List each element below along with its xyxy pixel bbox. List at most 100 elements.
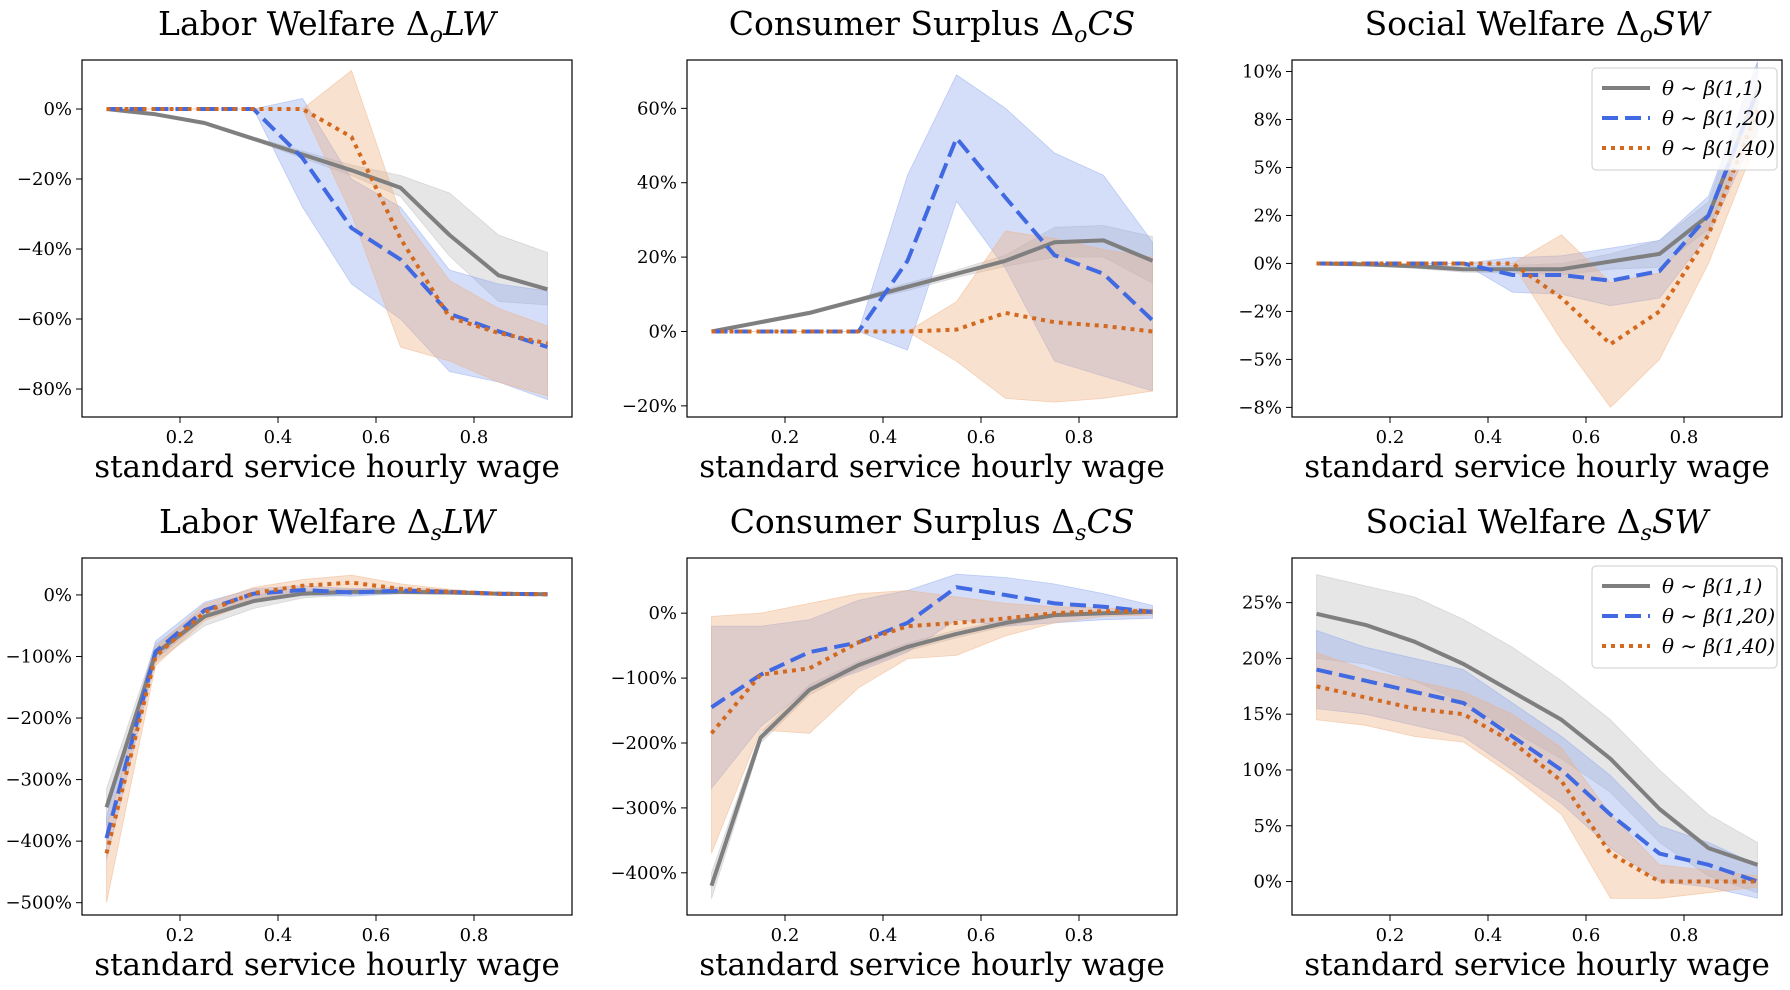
line-series-2: [711, 310, 1153, 334]
x-tick-label: 0.8: [1065, 925, 1094, 946]
chart-title-main: Labor Welfare Δ: [158, 4, 430, 43]
y-tick-label: −2%: [1238, 301, 1282, 322]
x-tick-label: 0.6: [362, 925, 391, 946]
x-tick-label: 0.2: [166, 925, 195, 946]
y-tick-label: 40%: [637, 173, 677, 194]
x-tick-label: 0.2: [1376, 925, 1405, 946]
legend-label-0: θ ∼ β(1,1): [1662, 574, 1763, 598]
x-tick-label: 0.4: [869, 427, 898, 448]
axes-frame: [81, 557, 573, 916]
chart-title-sub: o: [1074, 23, 1087, 48]
chart-title-tail: LW: [441, 502, 498, 541]
legend-box: [1591, 67, 1778, 171]
chart-title-main: Labor Welfare Δ: [159, 502, 431, 541]
line-series-1: [710, 585, 1153, 709]
y-tick-label: 60%: [637, 98, 677, 119]
chart-title: Social Welfare ΔoSW: [1365, 4, 1713, 48]
legend-label-1: θ ∼ β(1,20): [1662, 604, 1775, 628]
plot-area: [106, 69, 549, 401]
x-tick-label: 0.8: [1670, 427, 1699, 448]
chart-title: Social Welfare ΔsSW: [1366, 502, 1712, 546]
y-tick-label: 0%: [43, 585, 72, 606]
chart-title-tail: LW: [442, 4, 499, 43]
line-series-0: [709, 609, 1153, 887]
legend-label-1: θ ∼ β(1,20): [1662, 106, 1775, 130]
y-tick-label: 25%: [1242, 593, 1282, 614]
chart-title-tail: SW: [1652, 502, 1712, 541]
chart-title-sub: s: [431, 521, 442, 546]
x-tick-label: 0.2: [771, 925, 800, 946]
x-tick-label: 0.4: [869, 925, 898, 946]
y-tick-label: −100%: [610, 668, 677, 689]
y-tick-label: −500%: [5, 893, 72, 914]
x-axis-label: standard service hourly wage: [699, 947, 1165, 983]
chart-title-sub: s: [1641, 521, 1652, 546]
y-tick-label: −5%: [1238, 349, 1282, 370]
chart-panel-4: Consumer Surplus ΔsCS 0.2 0.4 0.6 0.8 −400% −3…: [610, 502, 1178, 983]
x-tick-label: 0.6: [362, 427, 391, 448]
x-axis-label: standard service hourly wage: [94, 947, 560, 983]
chart-title-tail: SW: [1653, 4, 1713, 43]
y-tick-label: 0%: [43, 99, 72, 120]
x-axis-label: standard service hourly wage: [699, 449, 1165, 485]
axes-frame: [1291, 557, 1783, 916]
x-tick-label: 0.4: [1474, 925, 1503, 946]
y-tick-label: −20%: [622, 396, 677, 417]
line-series-0: [711, 238, 1154, 334]
y-tick-label: −20%: [17, 169, 72, 190]
chart-title-sub: o: [1640, 23, 1653, 48]
x-tick-label: 0.2: [771, 427, 800, 448]
y-tick-label: 2%: [1253, 205, 1282, 226]
chart-panel-1: Consumer Surplus ΔoCS 0.2 0.4 0.6 0.8 −20% 0% 2…: [622, 4, 1178, 485]
x-tick-label: 0.8: [460, 427, 489, 448]
y-tick-label: −80%: [17, 379, 72, 400]
y-tick-label: −100%: [5, 646, 72, 667]
axes-frame: [686, 557, 1178, 916]
x-tick-label: 0.6: [1572, 427, 1601, 448]
y-tick-label: −200%: [610, 733, 677, 754]
x-axis-label: standard service hourly wage: [1304, 947, 1770, 983]
chart-title-main: Consumer Surplus Δ: [730, 502, 1075, 541]
y-tick-label: 5%: [1253, 816, 1282, 837]
y-tick-label: 10%: [1242, 62, 1282, 83]
line-series-0: [104, 589, 548, 808]
band-series-2: [1316, 652, 1758, 899]
chart-title: Consumer Surplus ΔsCS: [730, 502, 1135, 546]
x-tick-label: 0.8: [1065, 427, 1094, 448]
line-series-2: [1316, 684, 1758, 884]
x-tick-label: 0.6: [967, 925, 996, 946]
chart-title-tail: CS: [1086, 502, 1134, 541]
x-tick-label: 0.6: [967, 427, 996, 448]
chart-panel-5: Social Welfare ΔsSW 0.2 0.4 0.6 0.8 0% 5% 10% 15…: [1242, 502, 1783, 983]
x-tick-label: 0.2: [1376, 427, 1405, 448]
legend-label-2: θ ∼ β(1,40): [1662, 634, 1775, 658]
chart-panel-3: Labor Welfare ΔsLW 0.2 0.4 0.6 0.8 −500% −400%…: [5, 502, 573, 983]
x-tick-label: 0.8: [460, 925, 489, 946]
band-series-2: [711, 590, 1153, 854]
legend: θ ∼ β(1,1) θ ∼ β(1,20) θ ∼ β(1,40): [1591, 67, 1778, 171]
y-tick-label: 5%: [1253, 157, 1282, 178]
line-series-2: [106, 107, 548, 346]
legend-label-2: θ ∼ β(1,40): [1662, 136, 1775, 160]
y-tick-label: 20%: [1242, 648, 1282, 669]
x-axis-label: standard service hourly wage: [94, 449, 560, 485]
band-series-2: [106, 574, 548, 903]
legend-box: [1591, 565, 1778, 669]
axes-frame: [81, 59, 573, 418]
chart-title: Consumer Surplus ΔoCS: [729, 4, 1136, 48]
y-tick-label: −8%: [1238, 397, 1282, 418]
chart-title-sub: o: [430, 23, 443, 48]
y-tick-label: −60%: [17, 309, 72, 330]
chart-title: Labor Welfare ΔsLW: [159, 502, 498, 546]
line-series-2: [104, 580, 548, 854]
y-tick-label: 0%: [648, 603, 677, 624]
y-tick-label: 0%: [1253, 872, 1282, 893]
legend-label-0: θ ∼ β(1,1): [1662, 76, 1763, 100]
axes-frame: [686, 59, 1178, 418]
y-tick-label: 10%: [1242, 760, 1282, 781]
y-tick-label: 8%: [1253, 110, 1282, 131]
y-tick-label: −200%: [5, 708, 72, 729]
chart-title-main: Social Welfare Δ: [1366, 502, 1641, 541]
y-tick-label: 20%: [637, 247, 677, 268]
